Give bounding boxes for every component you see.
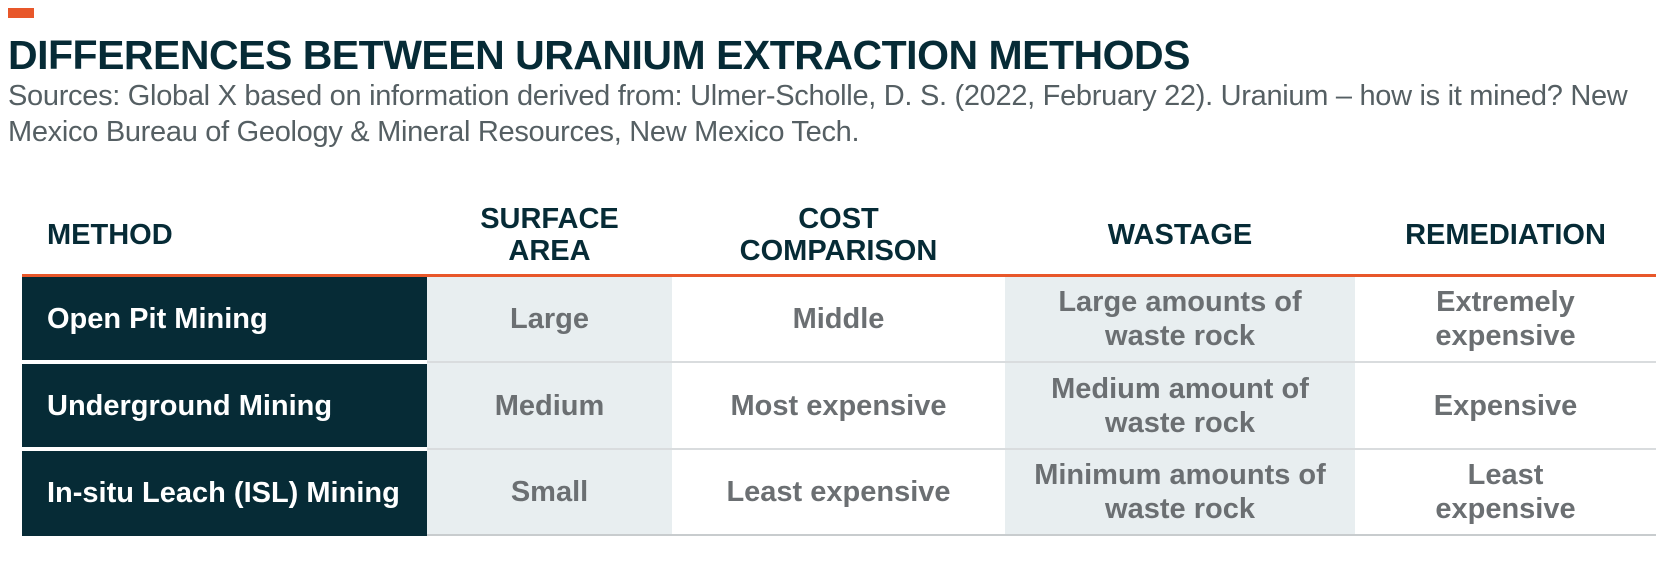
table-row: Open Pit Mining Large Middle Large amoun… xyxy=(22,275,1656,364)
cell-value: Minimum amounts of xyxy=(1034,459,1326,491)
table-row: Underground Mining Medium Most expensive… xyxy=(22,362,1656,451)
remediation-cell: Least expensive xyxy=(1355,449,1656,536)
cell-value: Expensive xyxy=(1433,389,1578,422)
table-header-row: METHOD SURFACE AREA COST COMPARISON WAST… xyxy=(22,196,1656,277)
column-header-wastage: WASTAGE xyxy=(1005,196,1355,277)
column-header-label: COST xyxy=(798,203,879,235)
cell-value: Medium amount of xyxy=(1051,372,1309,405)
column-header-label: SURFACE xyxy=(480,203,619,235)
surface-area-cell: Small xyxy=(427,449,672,536)
cell-value: Medium xyxy=(494,389,605,422)
wastage-cell: Minimum amounts of waste rock xyxy=(1005,449,1355,536)
column-header-remediation: REMEDIATION xyxy=(1355,196,1656,277)
column-header-label: METHOD xyxy=(47,219,173,251)
column-header-surface-area: SURFACE AREA xyxy=(427,196,672,277)
accent-bar xyxy=(8,8,34,18)
surface-area-cell: Large xyxy=(427,275,672,363)
remediation-cell: Extremely expensive xyxy=(1355,275,1656,363)
row-label-cell: In-situ Leach (ISL) Mining xyxy=(22,449,427,536)
row-label: In-situ Leach (ISL) Mining xyxy=(47,476,400,509)
comparison-table-container: METHOD SURFACE AREA COST COMPARISON WAST… xyxy=(22,196,1656,536)
cost-cell: Middle xyxy=(672,275,1005,363)
cell-value: Least expensive xyxy=(726,476,951,508)
cell-value: expensive xyxy=(1435,493,1576,525)
row-label-cell: Open Pit Mining xyxy=(22,275,427,364)
row-label: Open Pit Mining xyxy=(47,302,268,335)
cell-value: waste rock xyxy=(1105,493,1255,525)
column-header-label: AREA xyxy=(508,235,591,267)
column-header-label: REMEDIATION xyxy=(1405,219,1606,251)
wastage-cell: Large amounts of waste rock xyxy=(1005,275,1355,363)
table-row: In-situ Leach (ISL) Mining Small Least e… xyxy=(22,449,1656,536)
cell-value: waste rock xyxy=(1105,320,1255,352)
cost-cell: Least expensive xyxy=(672,449,1005,536)
cell-value: Extremely xyxy=(1436,286,1575,318)
column-header-label: COMPARISON xyxy=(739,235,938,267)
remediation-cell: Expensive xyxy=(1355,362,1656,450)
column-header-cost-comparison: COST COMPARISON xyxy=(672,196,1005,277)
cell-value: Large amounts of xyxy=(1058,286,1302,318)
cell-value: Large xyxy=(510,303,589,335)
row-label: Underground Mining xyxy=(47,389,333,422)
wastage-cell: Medium amount of waste rock xyxy=(1005,362,1355,450)
surface-area-cell: Medium xyxy=(427,362,672,450)
cell-value: Most expensive xyxy=(730,389,947,422)
comparison-table: METHOD SURFACE AREA COST COMPARISON WAST… xyxy=(22,196,1656,536)
column-header-method: METHOD xyxy=(22,196,427,277)
source-note: Sources: Global X based on information d… xyxy=(8,80,1628,148)
column-header-label: WASTAGE xyxy=(1107,219,1253,251)
page-title: DIFFERENCES BETWEEN URANIUM EXTRACTION M… xyxy=(8,32,1190,78)
cell-value: expensive xyxy=(1435,320,1576,352)
cell-value: Least xyxy=(1467,459,1544,491)
cost-cell: Most expensive xyxy=(672,362,1005,450)
cell-value: Small xyxy=(510,476,589,508)
cell-value: waste rock xyxy=(1105,406,1255,439)
cell-value: Middle xyxy=(792,303,885,335)
row-label-cell: Underground Mining xyxy=(22,362,427,451)
